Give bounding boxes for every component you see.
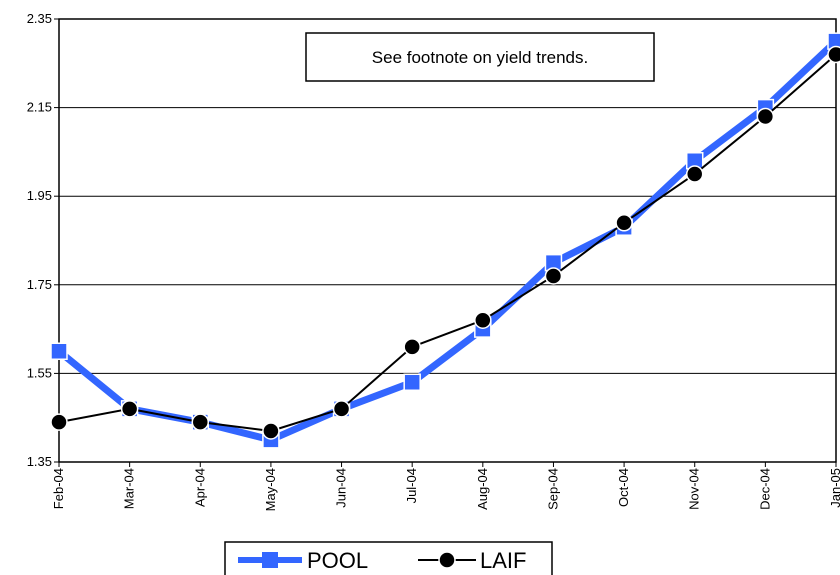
data-point-pool (50, 342, 68, 360)
legend: POOL LAIF (224, 541, 553, 575)
annotation-box: See footnote on yield trends. (305, 32, 655, 82)
x-tick-label: Sep-04 (545, 468, 560, 510)
data-point-laif (120, 400, 139, 418)
x-tick-label: Jan-05 (828, 468, 840, 508)
series-laif (50, 45, 840, 440)
x-tick-label: Apr-04 (192, 468, 207, 507)
annotation-text: See footnote on yield trends. (372, 48, 588, 67)
x-tick-label: Aug-04 (475, 468, 490, 510)
y-tick-label: 1.75 (27, 277, 52, 292)
data-point-laif (544, 267, 563, 285)
series-line-laif (58, 53, 837, 432)
plot-area-frame (58, 18, 837, 463)
data-point-laif (474, 311, 492, 329)
x-axis: Feb-04 Mar-04 Apr-04 May-04 Jun-04 Jul-04 Aug-… (51, 462, 840, 511)
data-point-laif (685, 165, 704, 183)
data-point-laif (262, 422, 280, 440)
data-point-laif (827, 45, 840, 64)
data-point-laif (403, 338, 421, 356)
y-axis: 1.35 1.55 1.75 1.95 2.15 2.35 (27, 11, 59, 469)
legend-pool-marker (262, 552, 278, 568)
x-tick-label: May-04 (263, 468, 278, 511)
data-point-laif (332, 400, 351, 418)
x-tick-label: Nov-04 (687, 468, 702, 510)
x-tick-label: Dec-04 (757, 468, 772, 510)
y-tick-label: 1.55 (27, 365, 52, 380)
y-tick-label: 2.15 (27, 100, 52, 115)
series-pool (50, 32, 840, 449)
x-tick-label: Feb-04 (51, 468, 66, 509)
y-tick-label: 2.35 (27, 11, 52, 26)
x-tick-label: Jun-04 (334, 468, 349, 508)
data-point-pool (403, 373, 421, 392)
grid-lines (59, 18, 836, 463)
series-line-pool (56, 38, 839, 444)
data-point-laif (756, 107, 775, 126)
y-tick-label: 1.35 (27, 454, 52, 469)
y-tick-label: 1.95 (27, 188, 52, 203)
x-tick-label: Jul-04 (404, 468, 419, 503)
legend-pool-label: POOL (307, 548, 368, 573)
x-tick-label: Oct-04 (616, 468, 631, 507)
legend-laif-label: LAIF (480, 548, 526, 573)
data-point-laif (191, 413, 210, 431)
series-layer (50, 32, 840, 449)
data-point-laif (615, 214, 633, 232)
annotation-frame (305, 32, 655, 82)
x-tick-label: Mar-04 (122, 468, 137, 509)
data-point-laif (50, 413, 68, 431)
legend-laif-marker (438, 551, 456, 569)
